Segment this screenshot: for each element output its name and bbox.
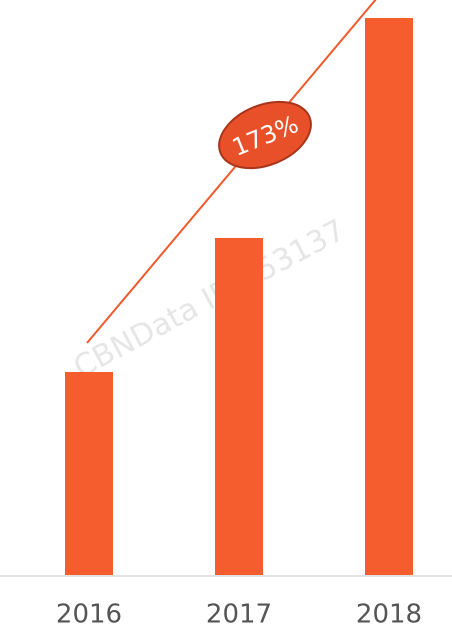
bar: [65, 372, 113, 575]
x-tick-label: 2017: [206, 600, 272, 630]
bar: [365, 18, 413, 575]
bar: [215, 238, 263, 575]
annotation-badge: 173%: [218, 100, 312, 170]
annotation-ellipse: [218, 100, 312, 170]
watermark: CBNData ID:353137: [68, 213, 351, 386]
x-tick-label: 2016: [56, 600, 122, 630]
trend-line: [86, 0, 377, 344]
x-tick-label: 2018: [356, 600, 422, 630]
